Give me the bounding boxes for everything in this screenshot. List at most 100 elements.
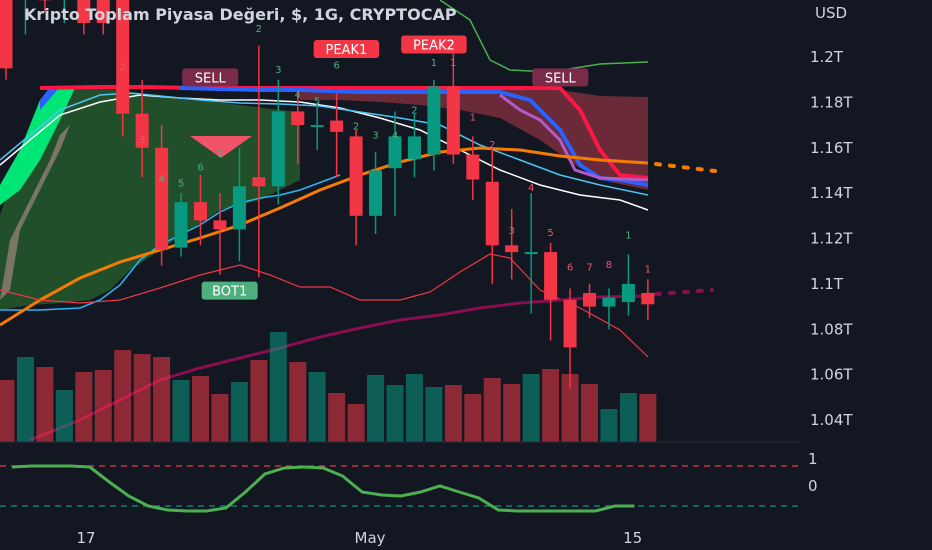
candle[interactable]: [194, 174, 207, 246]
price-tick-label: 1.14T: [810, 184, 853, 202]
candle-body: [583, 292, 596, 307]
orange-ma-line: [0, 146, 649, 327]
volume-bar: [250, 360, 268, 442]
volume-bar: [94, 370, 112, 442]
candle-body: [427, 86, 441, 155]
candle-body: [524, 252, 538, 255]
candle[interactable]: [505, 209, 519, 280]
candle-count-label: 1: [450, 58, 456, 69]
candle[interactable]: [58, 0, 71, 23]
candle-count-label: 1: [470, 113, 476, 124]
signal-tag-bot1[interactable]: BOT1: [201, 281, 258, 300]
candle-body: [135, 113, 149, 148]
candle[interactable]: [19, 0, 32, 35]
candle[interactable]: [485, 147, 499, 284]
candle[interactable]: [388, 111, 402, 216]
candle[interactable]: [524, 193, 538, 314]
volume-bar: [269, 332, 287, 442]
candle-body: [505, 245, 519, 253]
candle[interactable]: [349, 129, 363, 246]
volume-bar: [153, 357, 171, 442]
candle-count-label: 6: [197, 162, 203, 173]
volume-bar: [36, 367, 54, 442]
candle[interactable]: [291, 91, 305, 164]
signal-tag-text: SELL: [545, 71, 577, 86]
candle[interactable]: [641, 279, 655, 321]
light-blue-band-line: [0, 92, 649, 196]
candle-count-label: 2: [120, 63, 126, 74]
signal-tag-sell[interactable]: SELL: [182, 68, 239, 87]
candle[interactable]: [621, 254, 635, 316]
candle[interactable]: [544, 243, 558, 341]
signal-tag-background: [313, 40, 380, 59]
candle-count-label: 1: [625, 231, 631, 242]
candle[interactable]: [446, 45, 460, 164]
candle-body: [194, 202, 207, 221]
candle-count-label: 2: [256, 24, 262, 35]
price-axis[interactable]: 1.2T 1.18T 1.16T 1.14T 1.12T 1.1T 1.08T 1.06T 1.…: [810, 48, 853, 429]
candle[interactable]: [0, 0, 13, 80]
candle[interactable]: [116, 0, 130, 137]
volume-bar: [55, 390, 73, 442]
candle-body: [602, 297, 616, 307]
volume-bar: [405, 374, 423, 442]
oscillator-line: [11, 464, 635, 513]
candle[interactable]: [77, 0, 91, 35]
signal-tag-text: PEAK1: [326, 43, 368, 58]
candle-body: [0, 0, 13, 69]
candle[interactable]: [135, 79, 149, 178]
candle-body: [232, 186, 246, 230]
candle[interactable]: [174, 193, 188, 257]
candle-count-labels: 2 3 4 5 6 1 2 3 4 5 6 2 3 4 2 1 1 1 2 3 4 5 6 7 8 1 1: [120, 24, 652, 275]
volume-bar: [444, 385, 462, 442]
candle[interactable]: [96, 0, 110, 35]
white-ma-line: [0, 94, 649, 211]
candle[interactable]: [252, 45, 266, 278]
candle[interactable]: [38, 0, 52, 12]
candle-body: [310, 125, 324, 128]
candle[interactable]: [369, 152, 383, 234]
candle[interactable]: [232, 147, 246, 262]
volume-bar: [503, 384, 521, 442]
candle[interactable]: [271, 79, 285, 205]
volume-bar: [464, 394, 482, 442]
volume-bar: [386, 385, 404, 442]
volume-bar: [522, 374, 540, 442]
volume-histogram: [0, 332, 657, 442]
candle-body: [407, 136, 421, 160]
candle[interactable]: [310, 102, 324, 151]
price-tick-label: 1.2T: [810, 48, 844, 66]
volume-bar: [230, 382, 248, 442]
candle[interactable]: [583, 283, 596, 318]
candle[interactable]: [155, 125, 169, 266]
candle[interactable]: [466, 136, 480, 200]
candle[interactable]: [407, 113, 421, 178]
candle-body: [446, 86, 460, 155]
volume-bar: [483, 378, 501, 442]
oscillator-pane: 10: [0, 450, 818, 513]
volume-bar: [328, 393, 346, 442]
candle-count-label: 3: [509, 226, 515, 237]
candle[interactable]: [427, 79, 441, 171]
candle-body: [252, 177, 266, 187]
candle[interactable]: [602, 288, 616, 330]
candle-count-label: 4: [528, 183, 534, 194]
candle[interactable]: [213, 193, 227, 275]
candle-body: [563, 299, 577, 348]
volume-bar: [600, 409, 618, 442]
signal-tag-peak2[interactable]: PEAK2: [401, 35, 467, 54]
purple-projection: [654, 288, 714, 296]
volume-bar: [639, 394, 657, 442]
orange-projection: [654, 162, 717, 173]
time-axis[interactable]: 17 May 15: [77, 529, 643, 547]
candle-body: [641, 292, 655, 305]
signal-tag-peak1[interactable]: PEAK1: [313, 40, 380, 59]
candle[interactable]: [330, 93, 344, 178]
candle[interactable]: [563, 288, 577, 389]
signal-tag-sell[interactable]: SELL: [532, 68, 589, 87]
candle-body: [388, 136, 402, 169]
candle-body: [349, 136, 363, 216]
volume-bar: [0, 380, 15, 442]
price-tick-label: 1.12T: [810, 230, 853, 248]
